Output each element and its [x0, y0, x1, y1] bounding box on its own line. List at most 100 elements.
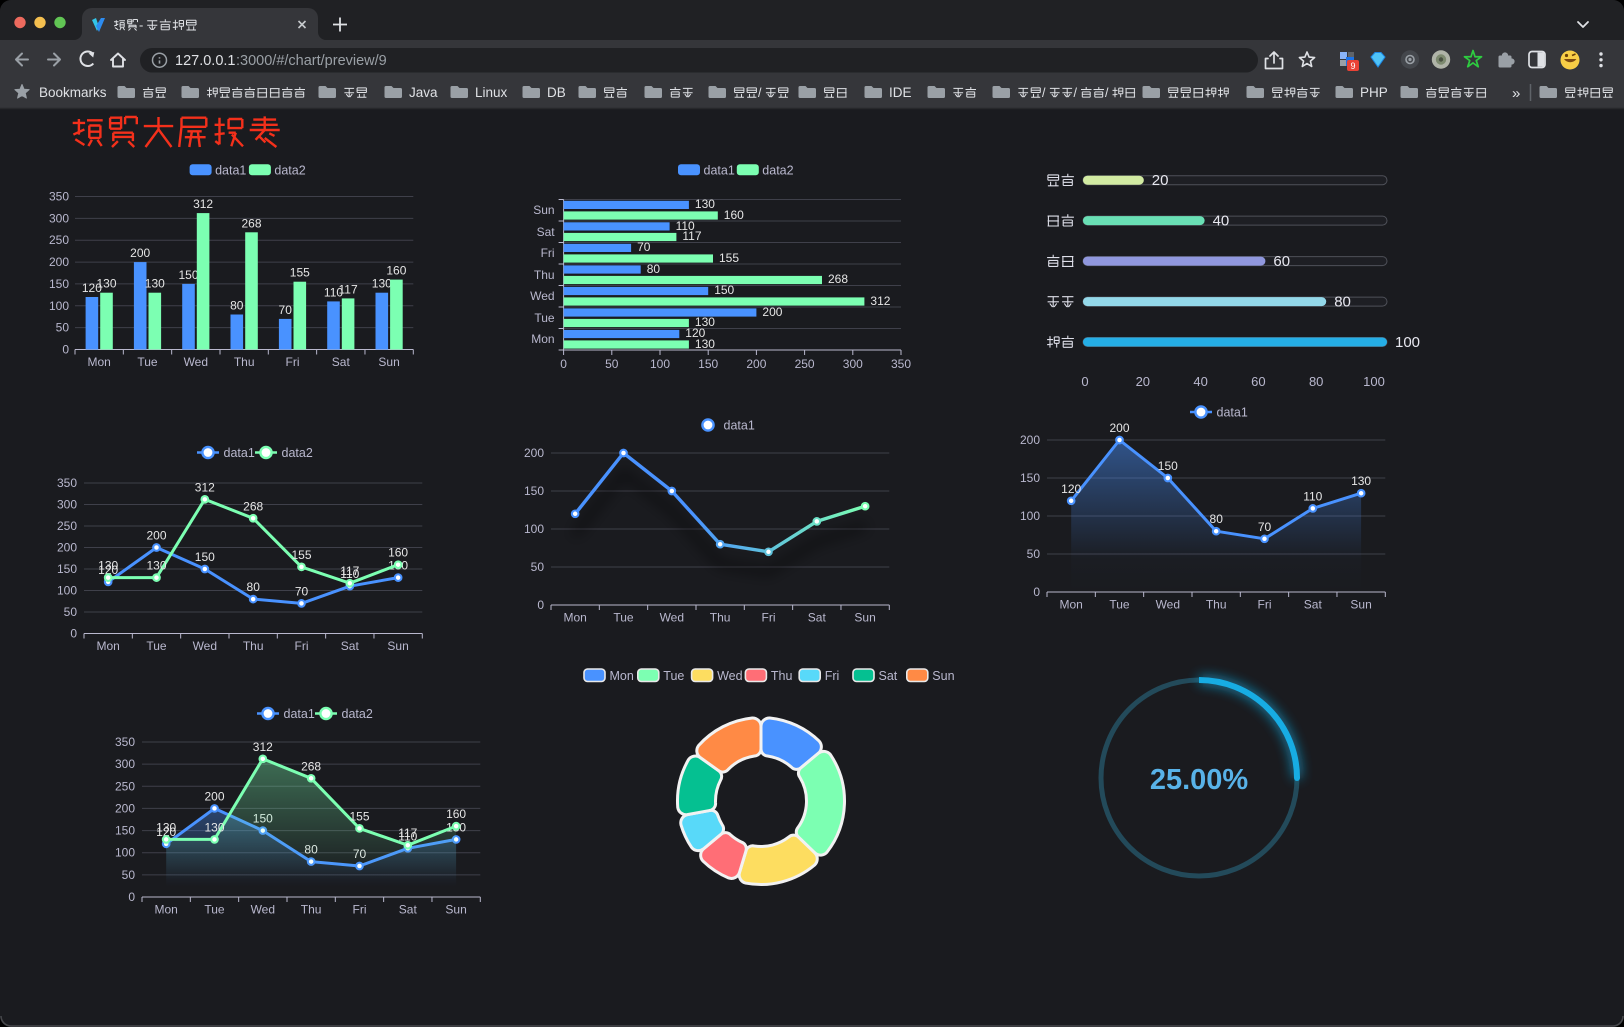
- svg-text:100: 100: [524, 522, 544, 536]
- svg-text:Thu: Thu: [234, 355, 255, 369]
- svg-text:data1: data1: [1217, 406, 1248, 420]
- svg-text:60: 60: [1273, 253, 1290, 270]
- svg-text:40: 40: [1193, 374, 1207, 389]
- svg-text:Sat: Sat: [399, 903, 418, 917]
- svg-text:130: 130: [145, 277, 165, 291]
- svg-text:Sun: Sun: [533, 203, 554, 217]
- svg-text:0: 0: [560, 357, 567, 371]
- svg-text:130: 130: [96, 277, 116, 291]
- svg-text:150: 150: [57, 562, 77, 576]
- svg-text:160: 160: [388, 546, 408, 560]
- svg-text::3000/#/chart/preview/9: :3000/#/chart/preview/9: [236, 53, 387, 69]
- svg-text:Thu: Thu: [534, 268, 555, 282]
- svg-text:Mon: Mon: [155, 903, 178, 917]
- svg-text:Mon: Mon: [97, 639, 120, 653]
- svg-text:Wed: Wed: [251, 903, 275, 917]
- svg-text:250: 250: [49, 233, 69, 247]
- svg-text:Sun: Sun: [1350, 598, 1371, 612]
- svg-text:Mon: Mon: [564, 611, 587, 625]
- svg-text:130: 130: [98, 559, 118, 573]
- svg-text:Java: Java: [409, 85, 438, 100]
- svg-text:200: 200: [746, 357, 766, 371]
- svg-text:200: 200: [115, 801, 135, 815]
- svg-text:110: 110: [398, 829, 417, 843]
- svg-text:110: 110: [324, 285, 343, 299]
- svg-text:100: 100: [1363, 374, 1385, 389]
- svg-text:25.00%: 25.00%: [1150, 764, 1249, 796]
- svg-text:60: 60: [1251, 374, 1265, 389]
- svg-text:Mon: Mon: [88, 355, 111, 369]
- svg-text:312: 312: [193, 197, 213, 211]
- svg-text:Sun: Sun: [387, 639, 408, 653]
- svg-text:0: 0: [1081, 374, 1088, 389]
- svg-text:data1: data1: [704, 164, 735, 178]
- svg-text:150: 150: [698, 357, 718, 371]
- svg-text:Thu: Thu: [1206, 598, 1227, 612]
- svg-text:Fri: Fri: [295, 639, 309, 653]
- svg-text:70: 70: [295, 584, 309, 598]
- svg-text:Tue: Tue: [534, 311, 555, 325]
- svg-text:150: 150: [714, 283, 734, 297]
- svg-text:300: 300: [843, 357, 863, 371]
- svg-text:0: 0: [70, 627, 77, 641]
- svg-text:117: 117: [398, 826, 417, 840]
- svg-text:200: 200: [49, 255, 69, 269]
- svg-text:250: 250: [115, 779, 135, 793]
- svg-text:80: 80: [647, 262, 661, 276]
- svg-text:Sat: Sat: [332, 355, 351, 369]
- svg-text:20: 20: [1152, 172, 1169, 189]
- svg-text:Mon: Mon: [610, 669, 634, 683]
- svg-text:/: /: [758, 86, 762, 100]
- svg-text:Sat: Sat: [879, 669, 898, 683]
- svg-text:100: 100: [57, 584, 77, 598]
- svg-text:Tue: Tue: [663, 669, 684, 683]
- svg-text:130: 130: [372, 277, 392, 291]
- svg-text:Tue: Tue: [146, 639, 167, 653]
- svg-text:9: 9: [1350, 61, 1355, 71]
- svg-text:300: 300: [49, 211, 69, 225]
- svg-text:Sat: Sat: [1304, 598, 1323, 612]
- svg-text:120: 120: [1061, 482, 1081, 496]
- svg-text:300: 300: [57, 498, 77, 512]
- svg-text:80: 80: [1210, 512, 1224, 526]
- svg-text:DB: DB: [547, 85, 566, 100]
- svg-text:150: 150: [195, 550, 215, 564]
- svg-text:0: 0: [537, 598, 544, 612]
- svg-text:350: 350: [49, 190, 69, 204]
- svg-text:Wed: Wed: [530, 289, 554, 303]
- svg-text:Thu: Thu: [301, 903, 322, 917]
- svg-text:Mon: Mon: [1060, 598, 1083, 612]
- svg-text:100: 100: [49, 299, 69, 313]
- svg-text:Thu: Thu: [243, 639, 264, 653]
- svg-text:100: 100: [115, 846, 135, 860]
- svg-text:80: 80: [1309, 374, 1323, 389]
- svg-text:250: 250: [795, 357, 815, 371]
- svg-text:350: 350: [115, 735, 135, 749]
- svg-text:20: 20: [1136, 374, 1150, 389]
- svg-text:Thu: Thu: [771, 669, 793, 683]
- svg-text:/: /: [1042, 86, 1046, 100]
- svg-text:Sat: Sat: [537, 225, 556, 239]
- svg-text:Fri: Fri: [825, 669, 840, 683]
- svg-text:0: 0: [128, 890, 135, 904]
- svg-text:150: 150: [524, 484, 544, 498]
- svg-text:200: 200: [130, 246, 150, 260]
- svg-text:/: /: [1074, 86, 1078, 100]
- svg-text:120: 120: [82, 281, 102, 295]
- svg-text:130: 130: [695, 337, 715, 351]
- svg-text:Fri: Fri: [762, 611, 776, 625]
- svg-text:Wed: Wed: [660, 611, 684, 625]
- svg-text:160: 160: [446, 807, 466, 821]
- svg-text:120: 120: [685, 326, 705, 340]
- svg-text:data2: data2: [762, 164, 793, 178]
- svg-text:Linux: Linux: [475, 85, 508, 100]
- svg-text:50: 50: [1027, 547, 1041, 561]
- svg-text:Fri: Fri: [286, 355, 300, 369]
- svg-text:-: -: [139, 18, 143, 33]
- svg-text:130: 130: [146, 559, 166, 573]
- svg-text:70: 70: [1258, 520, 1272, 534]
- svg-text:data1: data1: [215, 164, 246, 178]
- svg-text:150: 150: [49, 277, 69, 291]
- svg-text:data1: data1: [284, 707, 315, 721]
- svg-text:100: 100: [650, 357, 670, 371]
